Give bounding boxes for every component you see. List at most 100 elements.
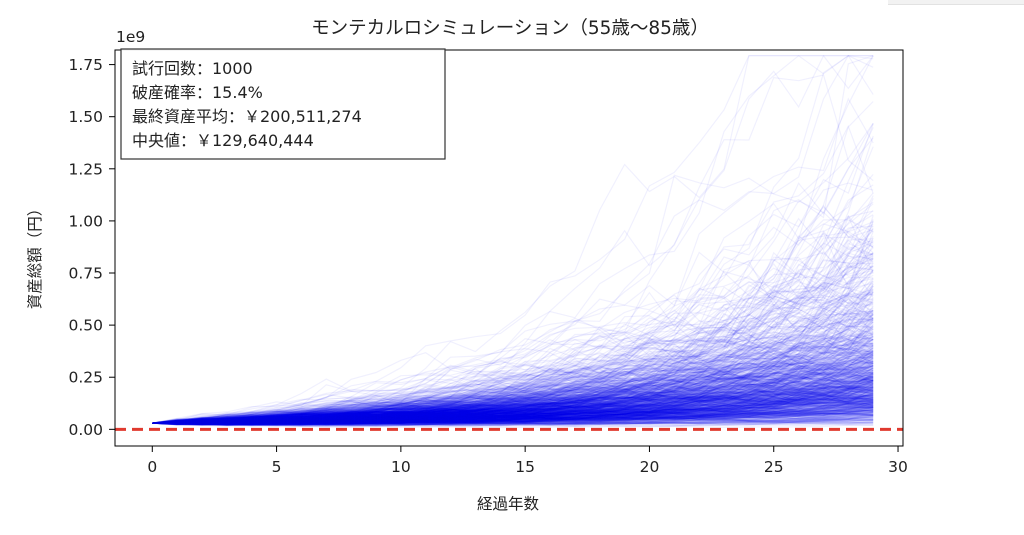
simulation-path (152, 394, 874, 427)
chart-title: モンテカルロシミュレーション（55歳〜85歳） (311, 18, 709, 39)
simulation-path (152, 389, 874, 424)
simulation-path (152, 418, 874, 427)
simulation-path (152, 328, 874, 424)
simulation-path (152, 367, 874, 425)
simulation-path (152, 400, 874, 424)
simulation-path (152, 285, 874, 424)
simulation-path (152, 402, 874, 424)
simulation-path (152, 364, 874, 424)
simulation-path (152, 257, 874, 424)
simulation-path (152, 371, 874, 425)
simulation-path (152, 416, 874, 425)
simulation-path (152, 403, 874, 426)
simulation-path (152, 358, 874, 425)
simulation-path (152, 384, 874, 424)
simulation-path (152, 373, 874, 426)
simulation-path (152, 417, 874, 426)
simulation-path (152, 372, 874, 425)
simulation-path (152, 396, 874, 425)
simulation-path (152, 419, 874, 426)
simulation-path (152, 381, 874, 424)
simulation-path (152, 383, 874, 424)
simulation-path (152, 393, 874, 426)
simulation-path (152, 137, 874, 424)
simulation-path (152, 311, 874, 426)
simulation-path (152, 381, 874, 425)
simulation-path (152, 382, 874, 424)
simulation-path (152, 363, 874, 426)
simulation-path (152, 402, 874, 424)
simulation-path (152, 415, 874, 424)
simulation-path (152, 399, 874, 424)
simulation-path (152, 400, 874, 426)
simulation-path (152, 397, 874, 425)
simulation-path (152, 363, 874, 424)
simulation-path (152, 416, 874, 426)
simulation-path (152, 265, 874, 424)
simulation-path (152, 412, 874, 428)
simulation-path (152, 291, 874, 424)
simulation-path (152, 309, 874, 424)
simulation-path (152, 350, 874, 424)
simulation-path (152, 377, 874, 424)
simulation-path (152, 365, 874, 426)
simulation-path (152, 378, 874, 425)
simulation-path (152, 355, 874, 425)
simulation-path (152, 338, 874, 425)
simulation-path (152, 371, 874, 427)
simulation-path (152, 387, 874, 424)
simulation-path (152, 192, 874, 425)
simulation-path (152, 318, 874, 425)
simulation-path (152, 237, 874, 424)
simulation-path (152, 350, 874, 424)
simulation-path (152, 279, 874, 424)
simulation-path (152, 421, 874, 428)
simulation-path (152, 398, 874, 426)
stats-box-frame (120, 48, 446, 160)
simulation-path (152, 413, 874, 424)
simulation-path (152, 366, 874, 424)
simulation-path (152, 379, 874, 424)
simulation-path (152, 295, 874, 424)
simulation-path (152, 362, 874, 424)
simulation-path (152, 288, 874, 424)
simulation-path (152, 398, 874, 425)
simulation-path (152, 326, 874, 424)
simulation-path (152, 347, 874, 424)
simulation-path (152, 388, 874, 425)
simulation-path (152, 373, 874, 424)
y-tick-label: 0.50 (68, 317, 103, 335)
simulation-path (152, 416, 874, 425)
simulation-path (152, 386, 874, 424)
simulation-path (152, 397, 874, 425)
simulation-path (152, 321, 874, 424)
simulation-path (152, 397, 874, 424)
simulation-path (152, 395, 874, 424)
simulation-path (152, 326, 874, 424)
simulation-path (152, 410, 874, 425)
simulation-path (152, 403, 874, 426)
simulation-path (152, 389, 874, 424)
simulation-path (152, 403, 874, 426)
simulation-path (152, 324, 874, 424)
simulation-path (152, 313, 874, 424)
simulation-path (152, 362, 874, 424)
simulation-path (152, 260, 874, 424)
simulation-path (152, 398, 874, 424)
simulation-path (152, 416, 874, 426)
simulation-path (152, 314, 874, 424)
simulation-path (152, 317, 874, 424)
simulation-path (152, 384, 874, 425)
simulation-path (152, 397, 874, 425)
simulation-path (152, 202, 874, 424)
simulation-path (152, 417, 874, 426)
y-tick-label: 1.50 (68, 108, 103, 126)
simulation-path (152, 367, 874, 425)
simulation-path (152, 356, 874, 424)
simulation-path (152, 395, 874, 424)
simulation-path (152, 380, 874, 426)
simulation-path (152, 360, 874, 424)
simulation-path (152, 401, 874, 424)
simulation-path (152, 335, 874, 425)
simulation-path (152, 367, 874, 424)
